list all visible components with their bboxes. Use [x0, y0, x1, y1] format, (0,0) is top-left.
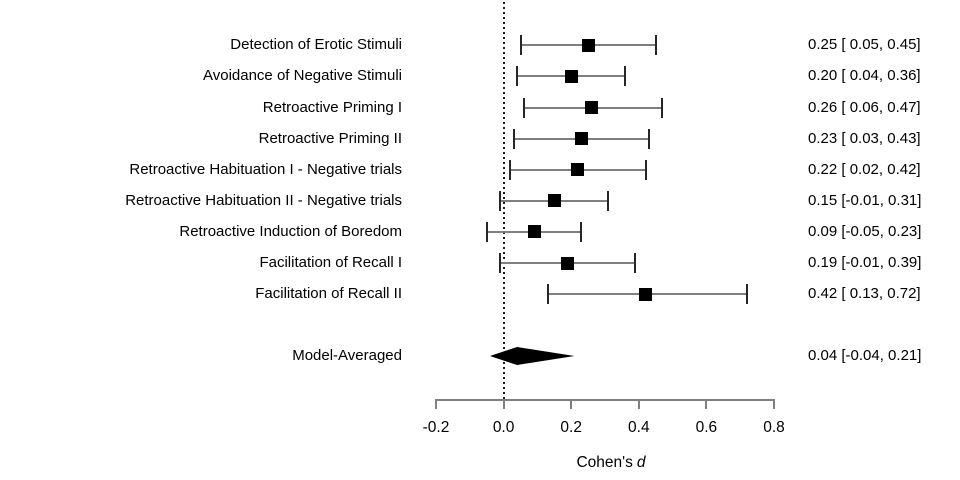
ci-lower-cap [522, 97, 525, 118]
x-axis-tick [637, 400, 640, 409]
study-label: Detection of Erotic Stimuli [230, 36, 402, 54]
estimate-text: 0.25 [ 0.05, 0.45] [808, 36, 921, 54]
ci-upper-cap [624, 66, 627, 87]
estimate-text: 0.15 [-0.01, 0.31] [808, 191, 922, 209]
ci-lower-cap [509, 159, 512, 180]
effect-size-point [574, 132, 588, 146]
estimate-text: 0.20 [ 0.04, 0.36] [808, 67, 921, 85]
study-label: Retroactive Habituation II - Negative tr… [125, 191, 402, 209]
x-axis-tick [502, 400, 505, 409]
effect-size-point [584, 101, 598, 114]
x-axis-title: Cohen's d [511, 452, 711, 473]
summary-label: Model-Averaged [292, 347, 402, 365]
summary-estimate-text: 0.04 [-0.04, 0.21] [808, 347, 922, 365]
ci-upper-cap [580, 221, 583, 242]
ci-lower-cap [516, 66, 519, 87]
study-label: Facilitation of Recall II [255, 285, 402, 303]
study-label: Facilitation of Recall I [259, 254, 402, 271]
effect-size-point [527, 225, 541, 239]
summary-diamond [490, 347, 575, 366]
ci-upper-cap [661, 97, 664, 118]
x-axis-tick [773, 400, 775, 409]
summary-diamond-shape [490, 347, 575, 366]
ci-upper-cap [634, 253, 637, 273]
x-axis-tick-label: 0.4 [628, 419, 650, 436]
effect-size-point [571, 163, 585, 177]
effect-size-point [564, 69, 578, 83]
x-axis-tick [435, 400, 437, 409]
ci-upper-cap [745, 284, 748, 305]
x-axis-title-text: Cohen's [576, 454, 633, 471]
x-axis-tick-label: 0.0 [492, 419, 515, 436]
study-label: Avoidance of Negative Stimuli [203, 67, 402, 85]
x-axis-tick [570, 400, 573, 409]
study-label: Retroactive Priming II [258, 129, 402, 147]
ci-upper-cap [644, 159, 647, 180]
ci-lower-cap [485, 221, 488, 242]
ci-lower-cap [499, 190, 502, 211]
estimate-text: 0.22 [ 0.02, 0.42] [808, 160, 921, 178]
x-axis-line [435, 399, 775, 401]
x-axis-tick-label: -0.2 [422, 419, 450, 436]
ci-lower-cap [512, 128, 515, 149]
estimate-text: 0.19 [-0.01, 0.39] [808, 254, 922, 271]
study-label: Retroactive Priming I [262, 98, 402, 116]
study-label: Retroactive Induction of Boredom [179, 222, 402, 240]
effect-size-point [639, 287, 653, 301]
x-axis-tick-label: 0.6 [695, 419, 718, 436]
estimate-text: 0.26 [ 0.06, 0.47] [808, 98, 921, 116]
estimate-text: 0.42 [ 0.13, 0.72] [808, 285, 921, 303]
study-label: Retroactive Habituation I - Negative tri… [129, 160, 402, 178]
effect-size-point [581, 38, 595, 52]
effect-size-point [547, 194, 561, 208]
ci-upper-cap [647, 128, 650, 149]
x-axis-tick [705, 400, 708, 409]
estimate-text: 0.09 [-0.05, 0.23] [808, 222, 922, 240]
ci-upper-cap [654, 35, 657, 56]
x-axis-tick-label: 0.8 [763, 419, 785, 436]
x-axis-tick-label: 0.2 [560, 419, 582, 436]
ci-upper-cap [607, 190, 610, 211]
ci-lower-cap [499, 253, 502, 273]
effect-size-point [561, 256, 575, 270]
ci-lower-cap [546, 284, 549, 305]
x-axis-title-variable: d [636, 454, 646, 471]
ci-lower-cap [519, 35, 522, 56]
estimate-text: 0.23 [ 0.03, 0.43] [808, 129, 921, 147]
